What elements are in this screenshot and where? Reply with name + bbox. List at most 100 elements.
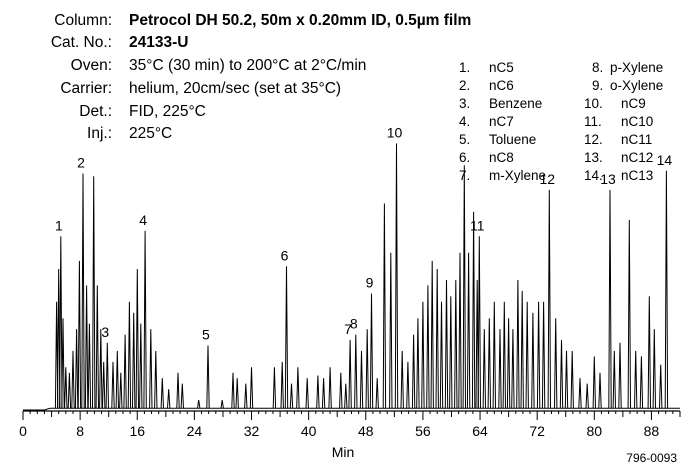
peak-trace-89 (618, 342, 622, 409)
peak-label-4: 4 (139, 212, 147, 228)
labeled-peak-trace-8 (354, 334, 358, 409)
labeled-peak-trace-12 (547, 189, 551, 409)
info-value-cat-no: 24133-U (129, 34, 188, 51)
peak-trace-95 (659, 364, 663, 409)
peak-trace-26 (167, 389, 171, 409)
legend-name-12: nC11 (621, 132, 652, 147)
x-tick-label-16: 16 (129, 423, 145, 439)
info-value-detector: FID, 225°C (129, 103, 206, 120)
labeled-peak-trace-13 (608, 189, 612, 409)
peak-trace-31 (231, 372, 235, 409)
peak-trace-29 (197, 400, 201, 409)
peak-trace-7 (74, 329, 79, 409)
peak-trace-62 (458, 252, 462, 409)
peak-trace-86 (592, 356, 596, 409)
peak-trace-52 (411, 334, 416, 409)
x-tick-label-32: 32 (244, 423, 260, 439)
peak-trace-72 (506, 318, 511, 409)
peak-trace-75 (520, 290, 524, 409)
labeled-peak-trace-3 (105, 342, 109, 409)
info-label-oven: Oven: (71, 57, 112, 74)
info-label-column: Column: (54, 12, 112, 29)
labeled-peak-trace-14 (664, 170, 669, 409)
x-tick-label-56: 56 (415, 423, 431, 439)
labeled-peak-trace-1 (59, 236, 63, 409)
peak-trace-23 (149, 329, 153, 409)
peak-label-7: 7 (344, 321, 352, 337)
peak-trace-24 (154, 350, 158, 409)
peak-label-6: 6 (281, 247, 289, 263)
info-value-column: Petrocol DH 50.2, 50m x 0.20mm ID, 0.5µm… (129, 12, 471, 29)
peak-trace-79 (541, 301, 546, 409)
x-tick-label-64: 64 (472, 423, 488, 439)
peak-trace-16 (115, 350, 119, 409)
peak-label-11: 11 (470, 217, 485, 233)
peak-trace-94 (652, 329, 656, 409)
peak-label-13: 13 (600, 171, 616, 187)
peak-trace-93 (647, 296, 651, 409)
legend-name-9: o-Xylene (610, 78, 663, 93)
legend-name-10: nC9 (621, 96, 646, 111)
x-tick-label-88: 88 (644, 423, 660, 439)
legend-num-14: 14. (584, 168, 603, 183)
legend-num-6: 6. (459, 150, 470, 165)
peak-trace-41 (321, 378, 326, 409)
peak-label-3: 3 (101, 324, 109, 340)
info-value-carrier: helium, 20cm/sec (set at 35°C) (129, 80, 341, 97)
peak-label-14: 14 (657, 152, 673, 168)
peak-trace-82 (564, 350, 569, 409)
peak-trace-84 (578, 378, 582, 409)
legend-name-8: p-Xylene (610, 60, 663, 75)
peak-trace-78 (536, 301, 541, 409)
peak-trace-73 (511, 329, 515, 409)
peak-trace-68 (487, 318, 491, 409)
legend-name-6: nC8 (489, 150, 514, 165)
labeled-peak-trace-11 (477, 236, 481, 409)
legend-num-8: 8. (592, 60, 603, 75)
x-axis: 0 8 16 24 32 40 48 56 64 72 80 88 (19, 410, 681, 439)
legend-num-4: 4. (459, 114, 470, 129)
peak-trace-58 (439, 301, 444, 409)
peak-trace-17 (119, 372, 123, 409)
legend-num-13: 13. (584, 150, 603, 165)
legend-name-5: Toluene (489, 132, 536, 147)
peak-trace-46 (365, 329, 369, 409)
x-tick-label-40: 40 (301, 423, 317, 439)
peak-trace-63 (462, 165, 466, 409)
peak-trace-67 (482, 329, 486, 409)
peak-trace-11 (92, 176, 96, 409)
peak-trace-74 (516, 279, 520, 409)
peak-trace-15 (111, 361, 115, 409)
peak-trace-43 (339, 372, 343, 409)
peak-trace-56 (430, 260, 434, 409)
peak-trace-47 (375, 378, 379, 409)
legend-name-3: Benzene (489, 96, 542, 111)
chromatogram-trace-group (23, 143, 680, 411)
peak-trace-30 (220, 400, 224, 409)
legend-name-2: nC6 (489, 78, 514, 93)
peak-trace-92 (639, 356, 644, 409)
peak-trace-9 (84, 285, 89, 409)
peak-trace-71 (502, 301, 506, 409)
peak-trace-13 (99, 329, 103, 409)
peak-trace-18 (123, 334, 127, 409)
peak-label-9: 9 (366, 275, 374, 291)
peak-trace-65 (471, 211, 476, 409)
legend-name-7: m-Xylene (489, 168, 546, 183)
peak-trace-21 (135, 268, 139, 409)
peak-trace-40 (316, 375, 320, 409)
peak-trace-36 (280, 361, 284, 409)
legend-num-12: 12. (584, 132, 603, 147)
baseline-trace (23, 407, 680, 411)
peak-label-5: 5 (202, 326, 210, 342)
peak-trace-81 (559, 339, 564, 409)
peak-trace-88 (612, 350, 616, 409)
peak-label-1: 1 (55, 217, 63, 233)
peak-trace-59 (444, 279, 449, 409)
peak-legend: 1. nC5 2. nC6 3. Benzene 4. nC7 5. Tolue… (459, 60, 663, 183)
peak-trace-60 (449, 296, 453, 409)
peak-trace-54 (421, 301, 425, 409)
peak-trace-12 (95, 285, 99, 409)
